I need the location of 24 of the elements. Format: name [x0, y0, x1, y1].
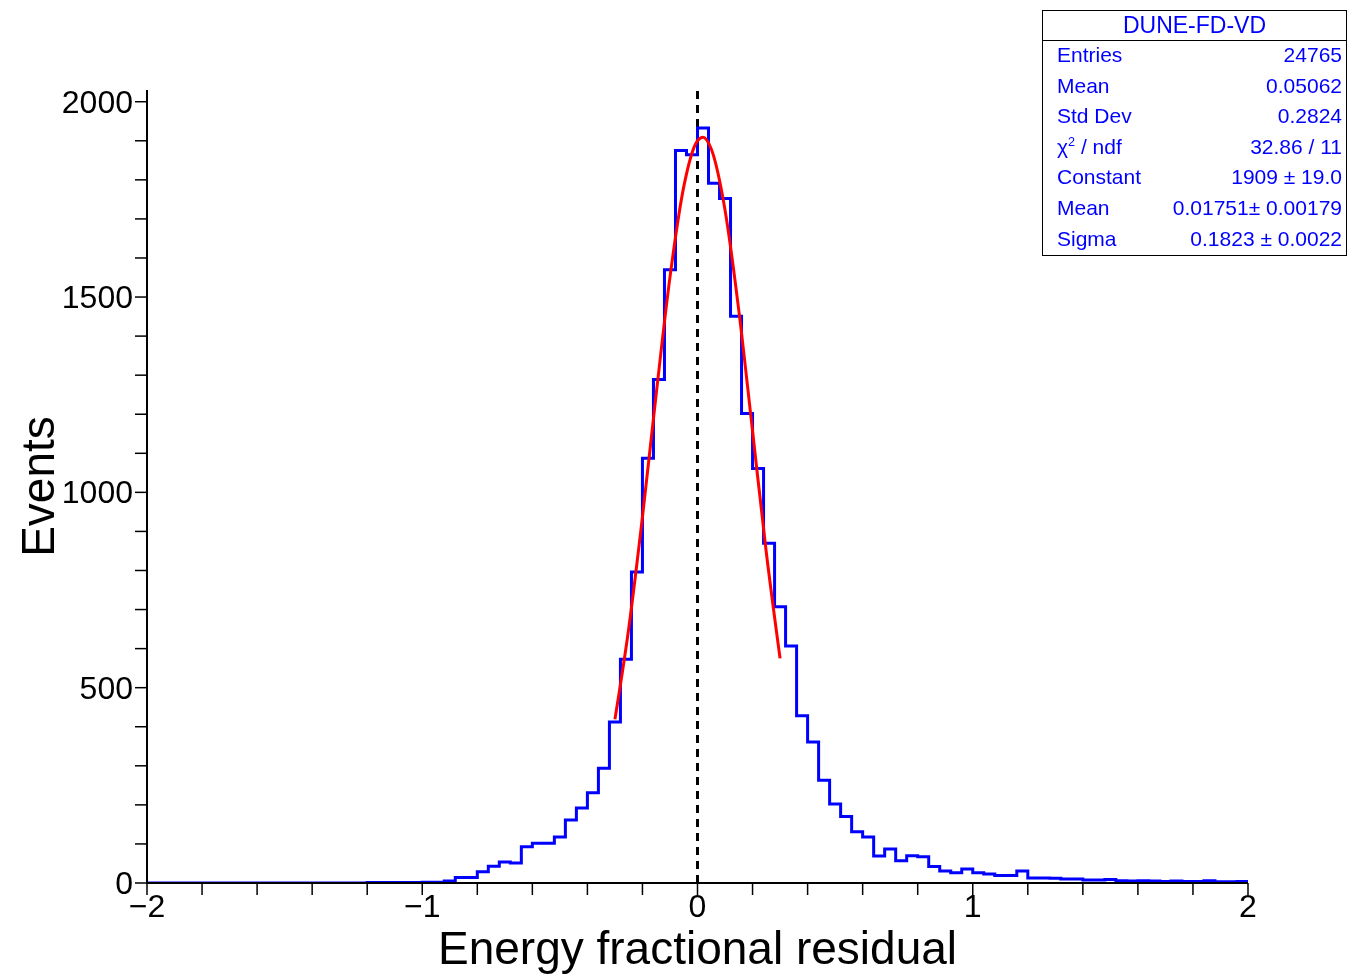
x-tick-label: 0 [688, 888, 707, 924]
annotation: 0.01751± 0.00179 [1172, 195, 1342, 219]
x-tick-label: −1 [404, 888, 441, 924]
annotation: Mean [1057, 73, 1110, 97]
y-tick-label: 500 [79, 669, 133, 706]
text: 24765 [1283, 43, 1342, 66]
annotation: χ$^{2}$ / ndf [1057, 134, 1122, 158]
text: 32.86 / 11 [1250, 134, 1342, 158]
annotation: Constant [1057, 165, 1142, 189]
text: 0.05062 [1266, 73, 1342, 97]
annotation: 1909 ± 19.0 [1231, 165, 1342, 189]
annotation: 0.1823 ± 0.0022 [1190, 226, 1342, 250]
y-tick-label: 1500 [61, 279, 133, 316]
line-series [613, 135, 782, 721]
annotation: Sigma [1057, 226, 1117, 250]
text: 0.2824 [1277, 104, 1342, 128]
x-tick-label: 1 [963, 888, 982, 924]
annotation: Mean [1057, 195, 1110, 219]
annotation: Std Dev [1057, 104, 1132, 128]
x-tick-label: 2 [1239, 888, 1257, 924]
chart-title: DUNE-FD-VD [1043, 11, 1346, 41]
x-axis-title: Energy fractional residual [437, 922, 958, 974]
text: Entries [1057, 43, 1123, 66]
y-tick-label: 2000 [61, 83, 133, 120]
